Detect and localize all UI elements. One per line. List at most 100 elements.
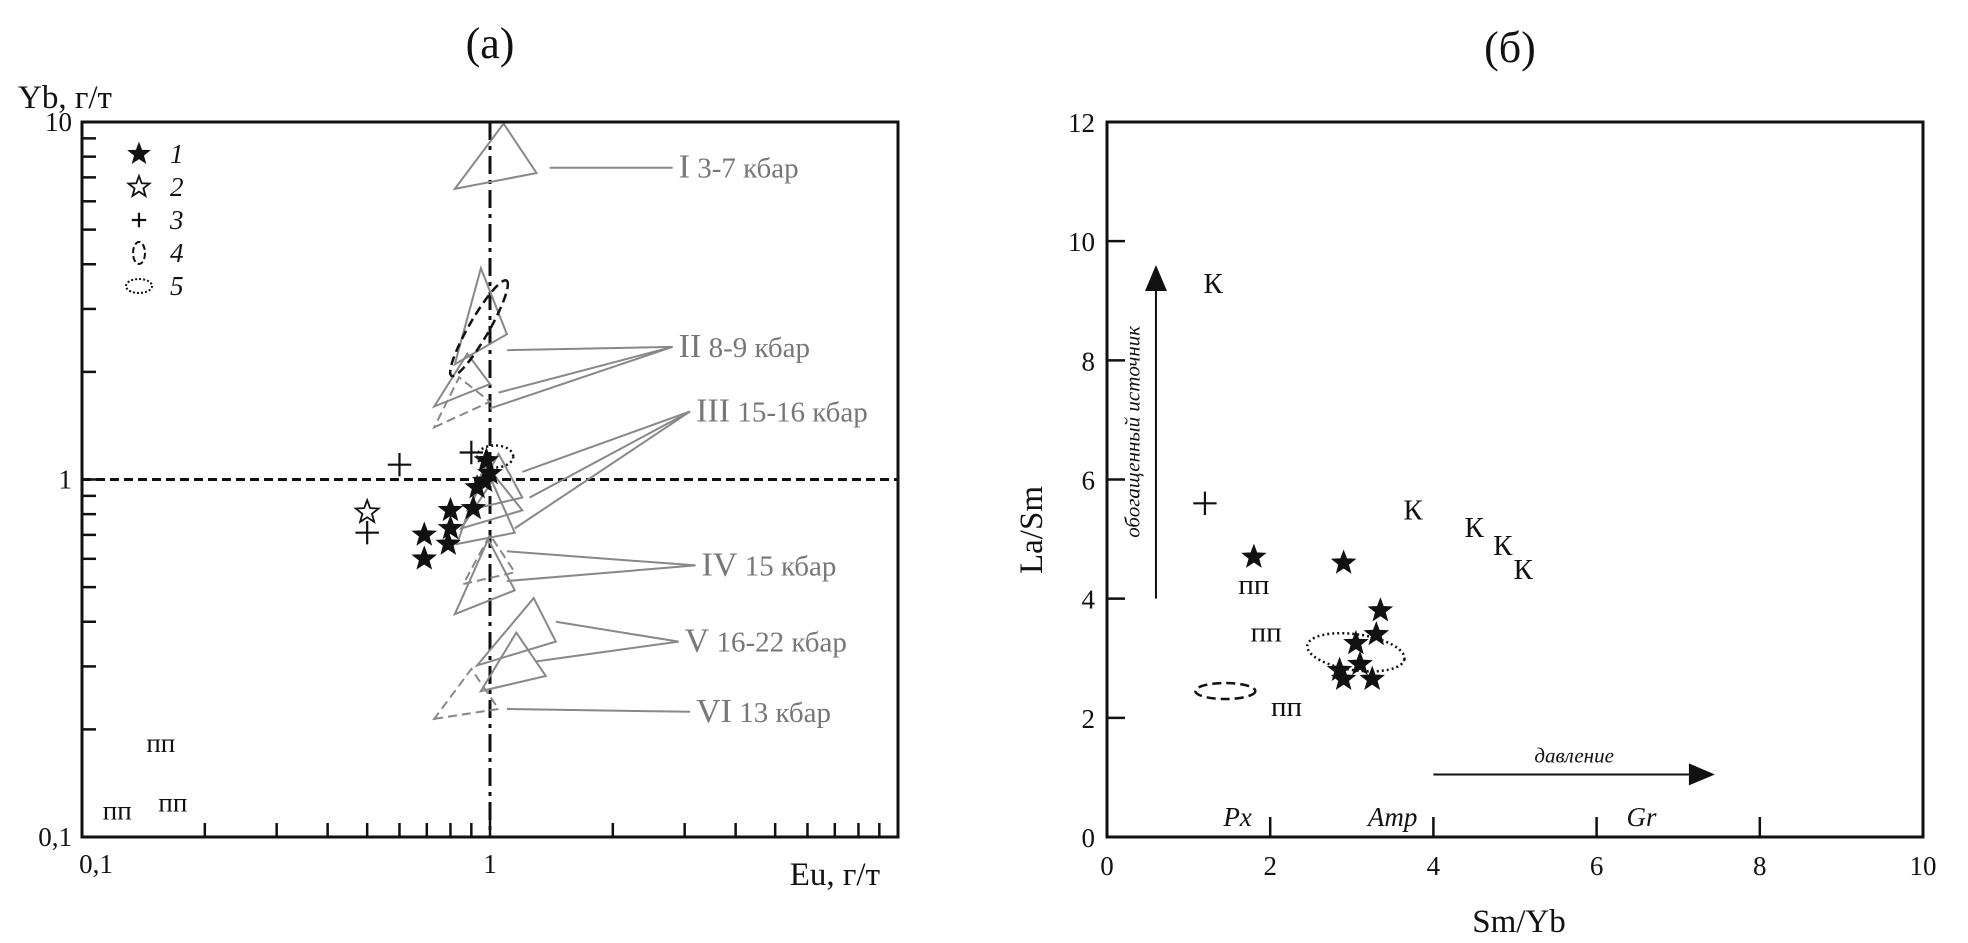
y-tick-label-a: 10 — [45, 107, 72, 137]
ellipse-b-dotted — [1306, 631, 1406, 673]
annotation-roman: III — [696, 392, 730, 429]
leader-line-II — [489, 345, 673, 410]
triangle-group-II — [432, 375, 492, 430]
leader-line-IV — [506, 550, 696, 567]
ellipse-b-dashed — [1194, 681, 1257, 701]
text-point-pp: пп — [158, 788, 187, 818]
panel-b: (б) Sm/Yb La/Sm 0 2 4 6 8 10 0 2 4 6 8 10 12 Px Amp Gr обог… — [1014, 23, 1937, 940]
y-tick-label-b: 2 — [1082, 704, 1096, 734]
text-point-k: К — [1465, 512, 1485, 544]
y-tick-label-a: 1 — [59, 465, 73, 495]
annotation-IV: IV 15 кбар — [702, 546, 837, 583]
y-tick-label-b: 0 — [1082, 823, 1096, 853]
x-tick-label-b: 6 — [1590, 851, 1604, 881]
legend-symbol-open-star — [126, 173, 152, 198]
leader-line-III — [514, 410, 691, 530]
triangle-group-V — [478, 630, 548, 693]
mineral-label: Px — [1222, 802, 1251, 832]
data-point-filled-star — [437, 496, 464, 522]
legend-label: 4 — [170, 238, 184, 268]
annotation-roman: I — [679, 149, 690, 186]
data-point-filled-star — [473, 447, 500, 472]
y-tick-label-b: 8 — [1082, 346, 1096, 376]
data-point-filled-star — [411, 521, 438, 546]
data-point-plus — [459, 440, 484, 465]
annotation-V: V 16-22 кбар — [685, 623, 847, 660]
data-point-b-filled-star — [1347, 650, 1373, 676]
text-point-pp: пп — [146, 728, 175, 758]
legend-symbol-dashed-ellipse — [132, 241, 146, 265]
data-point-filled-star — [460, 494, 487, 520]
arrow-head — [1145, 265, 1167, 291]
y-tick-label-b: 6 — [1082, 466, 1096, 496]
panel-a-label: (а) — [466, 19, 515, 68]
y-tick-label-b: 12 — [1068, 108, 1095, 138]
ellipse-dashed — [448, 279, 510, 378]
data-point-b-filled-star — [1241, 543, 1267, 568]
y-axis-label-a: Yb, г/т — [18, 80, 112, 116]
x-tick-label-a: 1 — [483, 849, 497, 879]
data-point-filled-star — [411, 545, 438, 570]
y-tick-label-b: 10 — [1068, 227, 1095, 257]
panel-a: (а) Yb, г/т Eu, г/т 0,1 1 0,1 1 10 I 3-7 кбар II … — [18, 19, 900, 893]
x-axis-label-a: Eu, г/т — [790, 857, 880, 893]
annotation-III: III 15-16 кбар — [696, 392, 868, 429]
text-point-pp: пп — [1271, 691, 1302, 723]
annotation-pressure: 15-16 кбар — [730, 396, 868, 428]
annotation-pressure: 8-9 кбар — [701, 332, 810, 364]
annotation-I: I 3-7 кбар — [679, 149, 799, 186]
data-point-b-filled-star — [1343, 629, 1369, 655]
annotation-II: II 8-9 кбар — [679, 328, 810, 365]
panel-b-label: (б) — [1484, 23, 1536, 72]
triangle-group-I — [452, 121, 539, 191]
text-point-k: К — [1493, 530, 1513, 562]
x-tick-label-a: 0,1 — [79, 849, 113, 879]
text-point-pp: пп — [1238, 569, 1269, 601]
triangle-group-IV — [452, 537, 517, 617]
mineral-label: Gr — [1626, 802, 1656, 832]
text-point-k: К — [1203, 268, 1223, 300]
legend-label: 2 — [170, 172, 184, 202]
data-point-b-plus — [1193, 491, 1217, 516]
data-point-filled-star — [435, 530, 461, 555]
annotation-roman: IV — [702, 546, 738, 583]
triangle-group-III — [458, 474, 525, 531]
legend-symbol-dotted-ellipse — [125, 278, 153, 294]
data-point-plus — [355, 520, 379, 545]
data-point-b-filled-star — [1367, 597, 1394, 622]
data-point-b-filled-star — [1330, 665, 1357, 690]
y-tick-label-b: 4 — [1082, 585, 1096, 615]
leader-line-III — [521, 410, 691, 473]
leader-line-III — [529, 410, 691, 499]
data-point-b-filled-star — [1363, 620, 1390, 646]
leader-line-V — [536, 640, 679, 663]
arrow-label-enriched-source: обогащенный источник — [1121, 326, 1145, 538]
leader-line-II — [506, 345, 673, 352]
text-point-pp: пп — [103, 795, 132, 825]
data-point-filled-star — [477, 459, 503, 485]
data-point-b-filled-star — [1359, 665, 1385, 690]
x-tick-label-b: 10 — [1910, 851, 1937, 881]
triangle-group-VI — [431, 667, 501, 721]
arrow-head — [1688, 763, 1715, 786]
x-tick-label-b: 4 — [1427, 851, 1441, 881]
legend-label: 1 — [170, 139, 184, 169]
annotation-pressure: 16-22 кбар — [709, 627, 847, 659]
annotation-roman: II — [679, 328, 702, 365]
x-tick-label-b: 0 — [1100, 851, 1114, 881]
annotation-pressure: 13 кбар — [732, 697, 831, 729]
triangle-group-V — [474, 596, 558, 668]
legend-symbol-plus — [131, 212, 147, 228]
data-point-plus — [387, 453, 412, 477]
x-tick-label-b: 8 — [1753, 851, 1767, 881]
data-point-filled-star — [437, 514, 464, 540]
text-point-k: К — [1513, 554, 1533, 586]
data-point-b-filled-star — [1330, 549, 1357, 574]
y-tick-label-a: 0,1 — [38, 822, 72, 852]
leader-line-IV — [506, 564, 696, 583]
y-axis-label-b: La/Sm — [1014, 486, 1050, 574]
annotation-VI: VI 13 кбар — [696, 693, 831, 730]
mineral-label: Amp — [1366, 802, 1418, 832]
